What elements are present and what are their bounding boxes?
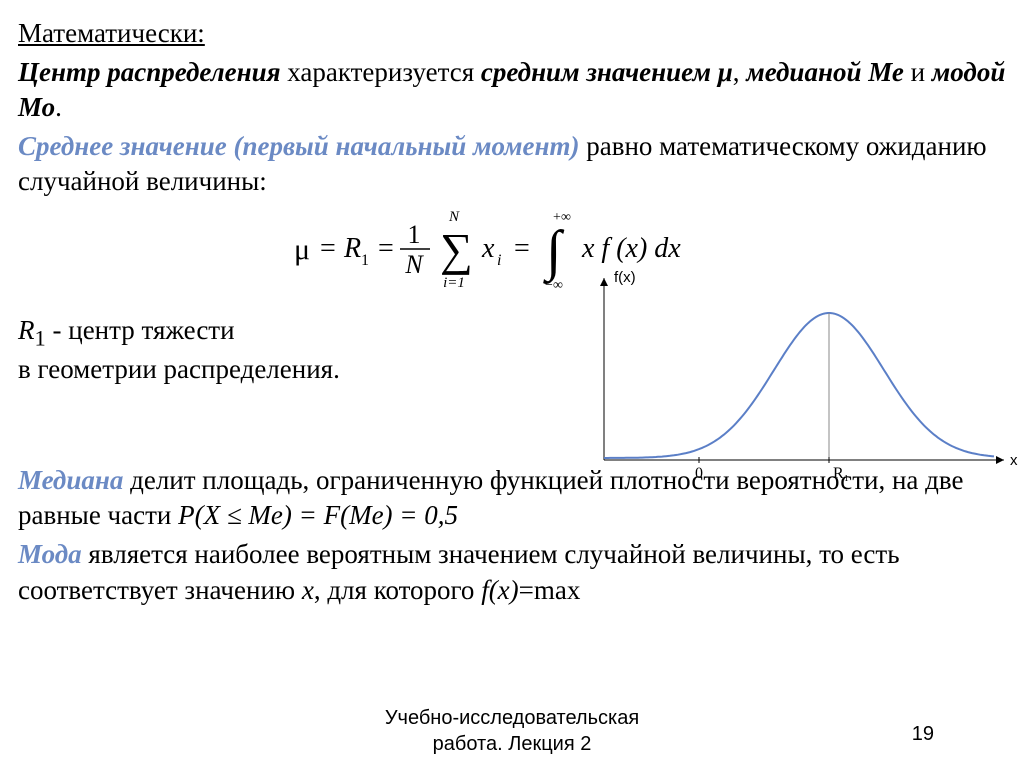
sigma-lower: i=1 — [443, 275, 465, 291]
sym-eq1: = — [320, 233, 336, 264]
int-lower: −∞ — [545, 278, 563, 293]
frac-num: 1 — [408, 220, 421, 249]
density-chart-svg: f(x) x 0 R₁ — [564, 260, 1024, 500]
sym-R-sub: 1 — [361, 252, 369, 269]
mode-x: x — [302, 575, 314, 605]
emph-center: Центр распределения — [18, 57, 281, 87]
mode-eqmax: =max — [519, 575, 581, 605]
footer-line1: Учебно-исследовательская — [385, 707, 639, 729]
heading: Математически: — [18, 16, 1006, 51]
sym-eq2: = — [378, 233, 394, 264]
mean-blue: Среднее значение (первый начальный момен… — [18, 131, 579, 161]
p1-t4: . — [55, 92, 62, 122]
sym-int: ∫ — [543, 220, 565, 285]
r1-text2: в геометрии распределения. — [18, 354, 340, 384]
r1-text1: - центр тяжести — [46, 315, 235, 345]
median-math: P(X ≤ Me) = F(Me) = 0,5 — [178, 500, 458, 530]
sigma-upper: N — [448, 209, 460, 225]
para-mean-intro: Среднее значение (первый начальный момен… — [18, 129, 1006, 199]
sym-eq3: = — [514, 233, 530, 264]
median-lead: Медиана — [18, 465, 123, 495]
frac-den: N — [404, 250, 424, 279]
page-number: 19 — [912, 721, 934, 747]
sym-R: R — [343, 233, 361, 264]
svg-text:0: 0 — [695, 465, 703, 482]
footer-line2: работа. Лекция 2 — [433, 733, 592, 755]
density-chart: f(x) x 0 R₁ — [564, 260, 1024, 500]
para-center-of-distribution: Центр распределения характеризуется сред… — [18, 55, 1006, 125]
heading-text: Математически: — [18, 18, 205, 48]
svg-text:R₁: R₁ — [833, 465, 849, 482]
para-mode: Мода является наиболее вероятным значени… — [18, 537, 1006, 607]
emph-mean: средним значением μ — [481, 57, 733, 87]
r1-sub: 1 — [35, 325, 46, 350]
mode-lead: Мода — [18, 539, 82, 569]
r1-var: R — [18, 315, 35, 345]
slide-footer: Учебно-исследовательская работа. Лекция … — [0, 705, 1024, 757]
sym-xi: x — [481, 233, 495, 264]
sym-sigma: ∑ — [440, 224, 473, 275]
emph-median: медианой Ме — [746, 57, 904, 87]
mode-fx: f(x) — [481, 575, 518, 605]
svg-text:f(x): f(x) — [614, 269, 636, 286]
sym-mu: μ — [294, 233, 310, 266]
mode-text2: , для которого — [314, 575, 481, 605]
int-upper: +∞ — [553, 210, 571, 225]
p1-t1: характеризуется — [281, 57, 481, 87]
p1-t2: , — [733, 57, 747, 87]
svg-text:x: x — [1010, 452, 1018, 469]
sym-xi-sub: i — [497, 252, 501, 269]
p1-t3: и — [904, 57, 932, 87]
